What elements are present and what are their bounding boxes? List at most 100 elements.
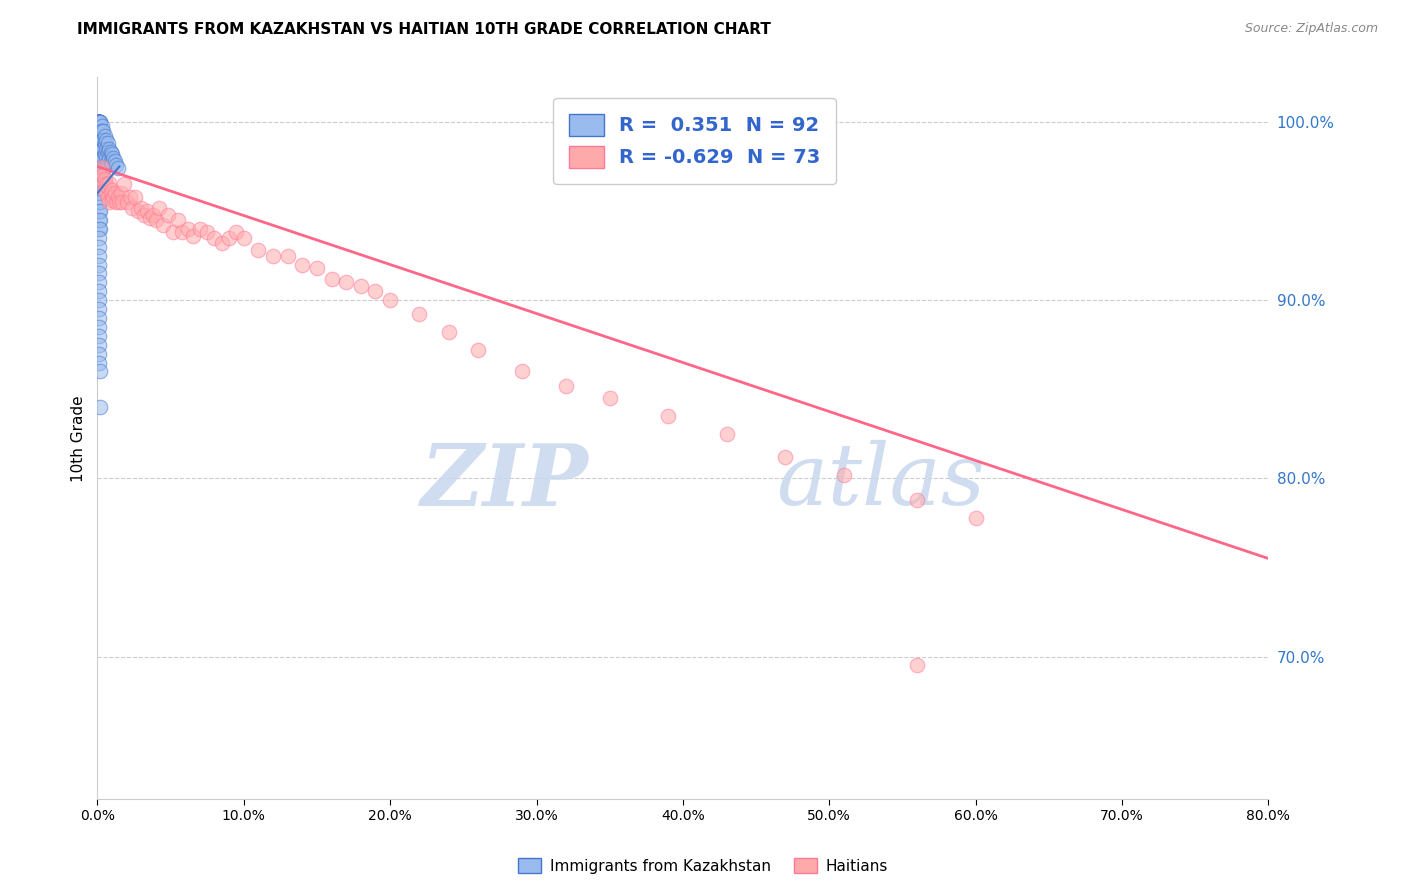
Point	[121, 201, 143, 215]
Point	[98, 151, 121, 165]
Text: atlas: atlas	[776, 441, 986, 523]
Point	[87, 310, 110, 325]
Point	[467, 343, 489, 357]
Legend: Immigrants from Kazakhstan, Haitians: Immigrants from Kazakhstan, Haitians	[512, 852, 894, 880]
Point	[218, 231, 240, 245]
Point	[554, 378, 576, 392]
Point	[97, 190, 120, 204]
Point	[408, 307, 430, 321]
Point	[87, 222, 110, 236]
Point	[87, 115, 110, 129]
Point	[87, 151, 110, 165]
Point	[148, 201, 170, 215]
Point	[87, 195, 110, 210]
Point	[104, 154, 127, 169]
Point	[225, 226, 247, 240]
Point	[87, 285, 110, 299]
Point	[91, 142, 114, 156]
Point	[136, 204, 159, 219]
Point	[87, 355, 110, 369]
Point	[87, 115, 110, 129]
Point	[90, 169, 112, 183]
Point	[87, 267, 110, 281]
Point	[89, 160, 111, 174]
Point	[87, 115, 110, 129]
Point	[905, 658, 928, 673]
Point	[94, 178, 117, 192]
Point	[167, 213, 190, 227]
Point	[90, 133, 112, 147]
Point	[87, 240, 110, 254]
Point	[89, 195, 111, 210]
Point	[115, 195, 138, 210]
Point	[87, 178, 110, 192]
Point	[87, 115, 110, 129]
Point	[118, 190, 141, 204]
Point	[156, 208, 179, 222]
Point	[87, 301, 110, 316]
Point	[105, 158, 128, 172]
Point	[437, 325, 460, 339]
Point	[89, 124, 111, 138]
Point	[87, 337, 110, 351]
Point	[188, 222, 211, 236]
Point	[91, 169, 114, 183]
Point	[89, 400, 111, 414]
Point	[87, 115, 110, 129]
Point	[89, 213, 111, 227]
Text: IMMIGRANTS FROM KAZAKHSTAN VS HAITIAN 10TH GRADE CORRELATION CHART: IMMIGRANTS FROM KAZAKHSTAN VS HAITIAN 10…	[77, 22, 772, 37]
Point	[145, 213, 167, 227]
Point	[89, 186, 111, 201]
Point	[87, 124, 110, 138]
Point	[93, 147, 115, 161]
Point	[93, 160, 115, 174]
Point	[905, 492, 928, 507]
Point	[90, 160, 112, 174]
Point	[247, 244, 270, 258]
Point	[129, 201, 152, 215]
Point	[87, 160, 110, 174]
Point	[87, 115, 110, 129]
Point	[172, 226, 194, 240]
Point	[104, 186, 127, 201]
Point	[89, 204, 111, 219]
Text: Source: ZipAtlas.com: Source: ZipAtlas.com	[1244, 22, 1378, 36]
Point	[89, 115, 111, 129]
Point	[93, 172, 115, 186]
Point	[87, 115, 110, 129]
Point	[91, 178, 114, 192]
Point	[657, 409, 679, 423]
Point	[965, 510, 987, 524]
Point	[335, 276, 357, 290]
Point	[89, 222, 111, 236]
Point	[107, 190, 129, 204]
Point	[103, 190, 125, 204]
Point	[107, 161, 129, 176]
Y-axis label: 10th Grade: 10th Grade	[72, 395, 86, 482]
Point	[105, 195, 128, 210]
Point	[98, 195, 121, 210]
Point	[87, 258, 110, 272]
Point	[87, 115, 110, 129]
Point	[211, 236, 233, 251]
Point	[87, 293, 110, 308]
Point	[87, 204, 110, 219]
Point	[291, 258, 314, 272]
Point	[101, 194, 124, 208]
Point	[378, 293, 401, 308]
Point	[134, 208, 156, 222]
Point	[195, 226, 218, 240]
Point	[832, 467, 855, 482]
Point	[89, 178, 111, 192]
Point	[321, 272, 343, 286]
Point	[87, 249, 110, 263]
Point	[98, 142, 121, 156]
Point	[87, 115, 110, 129]
Point	[101, 147, 124, 161]
Point	[364, 285, 387, 299]
Point	[91, 124, 114, 138]
Point	[89, 142, 111, 156]
Point	[87, 142, 110, 156]
Point	[87, 231, 110, 245]
Point	[87, 213, 110, 227]
